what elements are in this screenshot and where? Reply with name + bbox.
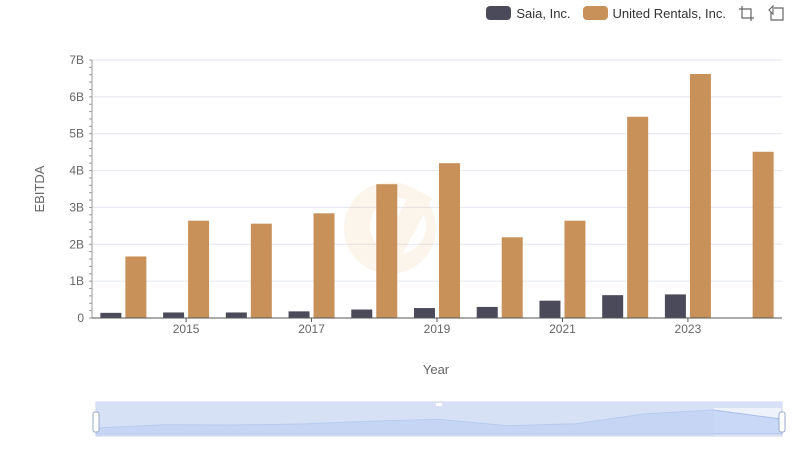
x-axis-title: Year bbox=[423, 362, 450, 377]
bar-united-rentals-2020[interactable] bbox=[501, 237, 523, 318]
datazoom-slider[interactable] bbox=[92, 401, 786, 437]
y-axis-title: EBITDA bbox=[32, 165, 47, 212]
x-tick-label: 2021 bbox=[549, 322, 576, 336]
bar-united-rentals-2021[interactable] bbox=[564, 220, 586, 318]
y-tick-label: 7B bbox=[69, 53, 84, 67]
legend-swatch-saia bbox=[486, 6, 512, 20]
y-tick-label: 4B bbox=[69, 164, 84, 178]
bar-united-rentals-2017[interactable] bbox=[313, 213, 335, 318]
legend-item-saia[interactable]: Saia, Inc. bbox=[486, 5, 571, 21]
datazoom-selected-window[interactable] bbox=[96, 408, 714, 436]
y-tick-label: 6B bbox=[69, 90, 84, 104]
bar-saia-2016[interactable] bbox=[225, 312, 247, 318]
bar-saia-2019[interactable] bbox=[414, 308, 435, 318]
bar-united-rentals-2019[interactable] bbox=[439, 163, 460, 318]
bars bbox=[100, 74, 774, 319]
grid-lines bbox=[92, 59, 782, 282]
bar-saia-2020[interactable] bbox=[476, 306, 498, 318]
y-tick-label: 5B bbox=[69, 127, 84, 141]
bar-saia-2017[interactable] bbox=[288, 311, 310, 318]
restore-icon[interactable] bbox=[768, 4, 786, 22]
zoom-icon[interactable] bbox=[738, 4, 756, 22]
bar-united-rentals-2024[interactable] bbox=[752, 151, 774, 318]
bar-saia-2023[interactable] bbox=[664, 294, 686, 318]
y-tick-label: 1B bbox=[69, 274, 84, 288]
bar-united-rentals-2023[interactable] bbox=[689, 74, 711, 319]
bar-saia-2021[interactable] bbox=[539, 300, 561, 318]
bar-united-rentals-2016[interactable] bbox=[250, 223, 272, 318]
axes: 0 1B 2B 3B 4B 5B 6B 7B 2015 2017 2019 2021 2023 bbox=[69, 53, 782, 336]
bar-united-rentals-2014[interactable] bbox=[125, 256, 147, 318]
bar-united-rentals-2018[interactable] bbox=[376, 184, 398, 318]
legend-label-united-rentals: United Rentals, Inc. bbox=[612, 5, 726, 21]
bar-saia-2015[interactable] bbox=[163, 312, 185, 318]
x-tick-label: 2017 bbox=[298, 322, 325, 336]
x-tick-label: 2019 bbox=[424, 322, 451, 336]
datazoom-right-handle[interactable] bbox=[778, 411, 786, 433]
datazoom-left-handle[interactable] bbox=[92, 411, 100, 433]
y-tick-label: 3B bbox=[69, 200, 84, 214]
legend-item-united-rentals[interactable]: United Rentals, Inc. bbox=[582, 5, 726, 21]
bar-saia-2018[interactable] bbox=[351, 309, 373, 318]
legend-label-saia: Saia, Inc. bbox=[516, 5, 571, 21]
x-tick-label: 2015 bbox=[173, 322, 200, 336]
legend: Saia, Inc. United Rentals, Inc. bbox=[486, 4, 786, 22]
datazoom-drag-grip[interactable] bbox=[436, 403, 442, 406]
legend-swatch-united-rentals bbox=[582, 6, 608, 20]
y-tick-label: 0 bbox=[77, 311, 84, 325]
bar-saia-2014[interactable] bbox=[100, 312, 122, 318]
bar-united-rentals-2015[interactable] bbox=[188, 220, 210, 318]
y-tick-label: 2B bbox=[69, 237, 84, 251]
bar-saia-2022[interactable] bbox=[602, 295, 624, 318]
bar-united-rentals-2022[interactable] bbox=[627, 116, 649, 318]
x-tick-label: 2023 bbox=[675, 322, 702, 336]
